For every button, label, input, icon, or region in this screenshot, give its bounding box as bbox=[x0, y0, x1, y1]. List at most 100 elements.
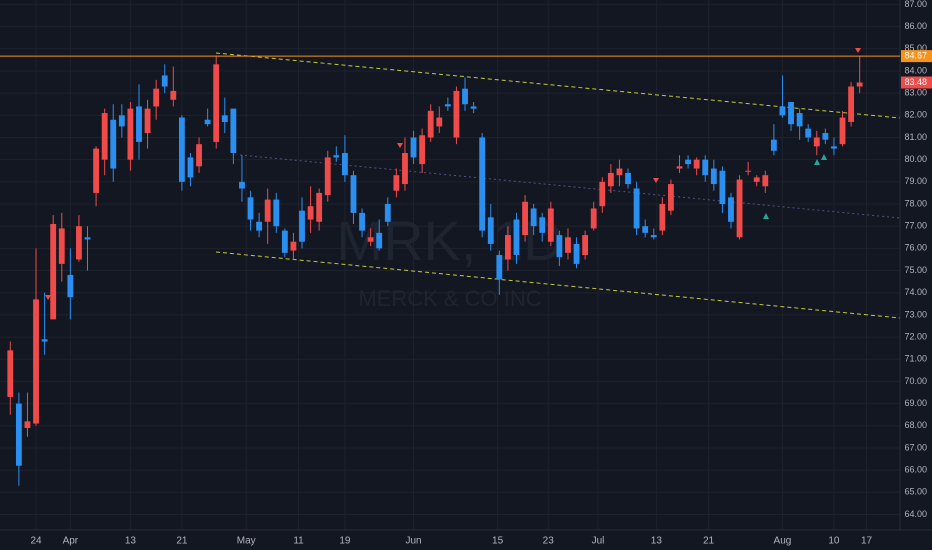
y-tick-label: 76.00 bbox=[904, 243, 927, 253]
candle-body bbox=[831, 146, 837, 149]
candle-body bbox=[281, 230, 288, 253]
candle-body bbox=[93, 148, 100, 193]
y-tick-label: 67.00 bbox=[904, 442, 927, 452]
candle-body bbox=[333, 155, 340, 158]
x-tick-label: 19 bbox=[339, 536, 351, 547]
x-tick-label: 24 bbox=[30, 536, 42, 547]
candle-body bbox=[67, 274, 74, 298]
candle-body bbox=[7, 350, 14, 397]
candle-body bbox=[101, 113, 108, 160]
candle-body bbox=[341, 153, 348, 176]
candle-body bbox=[676, 166, 683, 169]
candle-body bbox=[273, 199, 280, 227]
candle-body bbox=[196, 144, 202, 167]
candle-body bbox=[221, 115, 228, 122]
y-tick-label: 72.00 bbox=[904, 331, 927, 341]
x-tick-label: 11 bbox=[293, 536, 304, 547]
candle-body bbox=[427, 110, 434, 138]
candle-body bbox=[650, 235, 657, 238]
x-tick-label: 15 bbox=[492, 536, 504, 547]
candle-body bbox=[796, 113, 803, 127]
candle-body bbox=[50, 223, 57, 320]
signal-up bbox=[821, 154, 827, 160]
candle-body bbox=[402, 153, 408, 185]
candle-body bbox=[41, 339, 48, 342]
x-tick-label: 21 bbox=[176, 536, 188, 547]
y-tick-label: 69.00 bbox=[904, 398, 927, 408]
candle-body bbox=[213, 64, 220, 142]
candle-body bbox=[436, 117, 443, 127]
y-tick-label: 68.00 bbox=[904, 420, 927, 430]
candle-body bbox=[444, 104, 451, 107]
candle-body bbox=[136, 106, 142, 142]
x-tick-label: 17 bbox=[861, 536, 873, 547]
candle-body bbox=[316, 192, 323, 222]
x-tick-label: Aug bbox=[774, 536, 792, 547]
candle-body bbox=[504, 235, 511, 260]
candle-body bbox=[393, 175, 400, 191]
candle-body bbox=[513, 219, 520, 256]
candle-body bbox=[161, 75, 168, 87]
candle-body bbox=[710, 168, 717, 185]
candle-body bbox=[659, 204, 666, 231]
trend-line bbox=[215, 52, 901, 119]
candles bbox=[7, 55, 863, 486]
candle-body bbox=[805, 128, 812, 138]
candle-body bbox=[230, 108, 237, 154]
candle-body bbox=[770, 139, 777, 151]
candle-body bbox=[736, 179, 743, 238]
y-tick-label: 85.00 bbox=[904, 43, 927, 53]
candle-body bbox=[625, 172, 631, 185]
y-tick-label: 81.00 bbox=[904, 132, 927, 142]
candle-body bbox=[187, 157, 194, 178]
candle-body bbox=[359, 212, 365, 231]
candle-body bbox=[144, 108, 151, 134]
x-tick-label: Apr bbox=[63, 536, 79, 547]
signal-down bbox=[855, 48, 861, 53]
candle-body bbox=[642, 226, 649, 233]
candle-body bbox=[410, 137, 417, 158]
candle-body bbox=[822, 133, 829, 140]
candle-body bbox=[753, 177, 760, 182]
x-tick-label: 21 bbox=[703, 536, 715, 547]
x-tick-label: 13 bbox=[125, 536, 137, 547]
candle-body bbox=[290, 241, 297, 251]
signal-down bbox=[45, 295, 51, 300]
candle-body bbox=[84, 237, 91, 240]
candle-body bbox=[384, 204, 391, 222]
candle-body bbox=[247, 197, 254, 220]
candle-body bbox=[24, 421, 31, 428]
y-tick-label: 70.00 bbox=[904, 376, 927, 386]
candle-body bbox=[839, 117, 846, 145]
y-tick-label: 65.00 bbox=[904, 487, 927, 497]
y-tick-label: 77.00 bbox=[904, 221, 927, 231]
candle-body bbox=[582, 235, 589, 256]
y-tick-label: 79.00 bbox=[904, 176, 927, 186]
y-tick-label: 66.00 bbox=[904, 465, 927, 475]
x-tick-label: May bbox=[237, 536, 256, 547]
candle-body bbox=[547, 208, 554, 242]
candle-body bbox=[58, 228, 65, 264]
candle-body bbox=[719, 170, 726, 205]
candle-body bbox=[702, 159, 709, 176]
y-tick-label: 78.00 bbox=[904, 198, 927, 208]
candle-body bbox=[15, 403, 22, 466]
x-tick-label: 23 bbox=[543, 536, 555, 547]
candle-body bbox=[76, 226, 82, 260]
candle-body bbox=[813, 137, 820, 147]
candle-body bbox=[299, 210, 305, 242]
candle-body bbox=[616, 168, 623, 176]
price-label: 83.48 bbox=[904, 77, 927, 87]
candle-body bbox=[599, 181, 606, 207]
candle-body bbox=[788, 102, 794, 125]
candle-body bbox=[745, 170, 752, 172]
drawings bbox=[45, 48, 901, 319]
candle-body bbox=[487, 217, 494, 244]
candle-body bbox=[376, 232, 383, 249]
price-label-box bbox=[901, 50, 932, 63]
candle-body bbox=[728, 197, 734, 222]
candle-body bbox=[324, 157, 331, 196]
y-tick-label: 64.00 bbox=[904, 509, 927, 519]
candle-body bbox=[239, 181, 245, 189]
